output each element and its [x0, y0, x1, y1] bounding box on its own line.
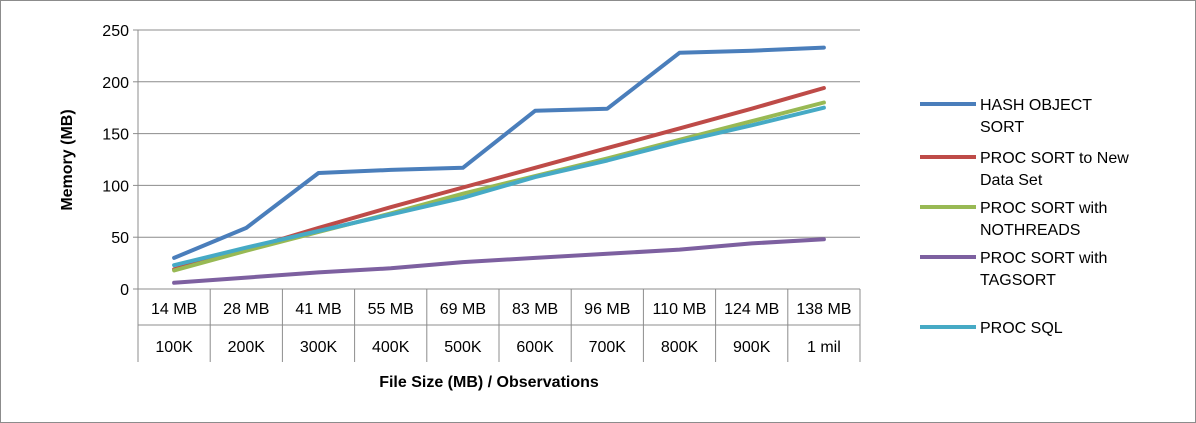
y-tick-label: 250 [102, 23, 129, 40]
x-size-label: 41 MB [295, 301, 341, 318]
y-tick-label: 0 [120, 282, 129, 299]
x-observation-label: 600K [516, 339, 554, 356]
series-line-proc-sql [172, 105, 826, 268]
x-observation-label: 500K [444, 339, 482, 356]
legend-label: PROC SORT to New [980, 150, 1129, 167]
series-lines [172, 45, 826, 285]
legend-label: NOTHREADS [980, 222, 1080, 239]
legend: HASH OBJECT SORT PROC SORT to New Data Set P… [920, 97, 1129, 337]
x-observation-label: 1 mil [807, 339, 841, 356]
x-size-label: 55 MB [368, 301, 414, 318]
x-observation-label: 800K [661, 339, 699, 356]
y-tick-label: 150 [102, 127, 129, 144]
series-line-hash-object-sort [172, 45, 826, 260]
y-axis-title: Memory (MB) [59, 109, 76, 210]
x-size-label: 96 MB [584, 301, 630, 318]
x-size-label: 14 MB [151, 301, 197, 318]
x-size-label: 28 MB [223, 301, 269, 318]
x-axis-title: File Size (MB) / Observations [379, 374, 599, 391]
legend-label: Data Set [980, 172, 1043, 189]
series-line-proc-sort-with-tagsort [172, 237, 826, 285]
y-tick-label: 200 [102, 75, 129, 92]
x-observation-label: 900K [733, 339, 771, 356]
x-size-label: 110 MB [653, 301, 707, 318]
y-tick-label: 100 [102, 178, 129, 195]
axes: 0 50 100 150 200 250 14 MB 28 MB 41 MB 55 MB 69 MB… [102, 23, 861, 362]
x-size-label: 124 MB [724, 301, 779, 318]
legend-label: TAGSORT [980, 272, 1056, 289]
legend-label: HASH OBJECT [980, 97, 1092, 114]
legend-label: PROC SORT with [980, 200, 1107, 217]
x-observation-label: 200K [228, 339, 266, 356]
x-observation-label: 400K [372, 339, 410, 356]
x-size-label: 138 MB [796, 301, 851, 318]
x-observation-label: 100K [155, 339, 193, 356]
x-size-label: 69 MB [440, 301, 486, 318]
legend-label: PROC SQL [980, 320, 1063, 337]
x-observation-label: 300K [300, 339, 338, 356]
x-observation-label: 700K [589, 339, 627, 356]
legend-label: PROC SORT with [980, 250, 1107, 267]
x-size-label: 83 MB [512, 301, 558, 318]
legend-label: SORT [980, 119, 1024, 136]
y-tick-label: 50 [111, 230, 129, 247]
